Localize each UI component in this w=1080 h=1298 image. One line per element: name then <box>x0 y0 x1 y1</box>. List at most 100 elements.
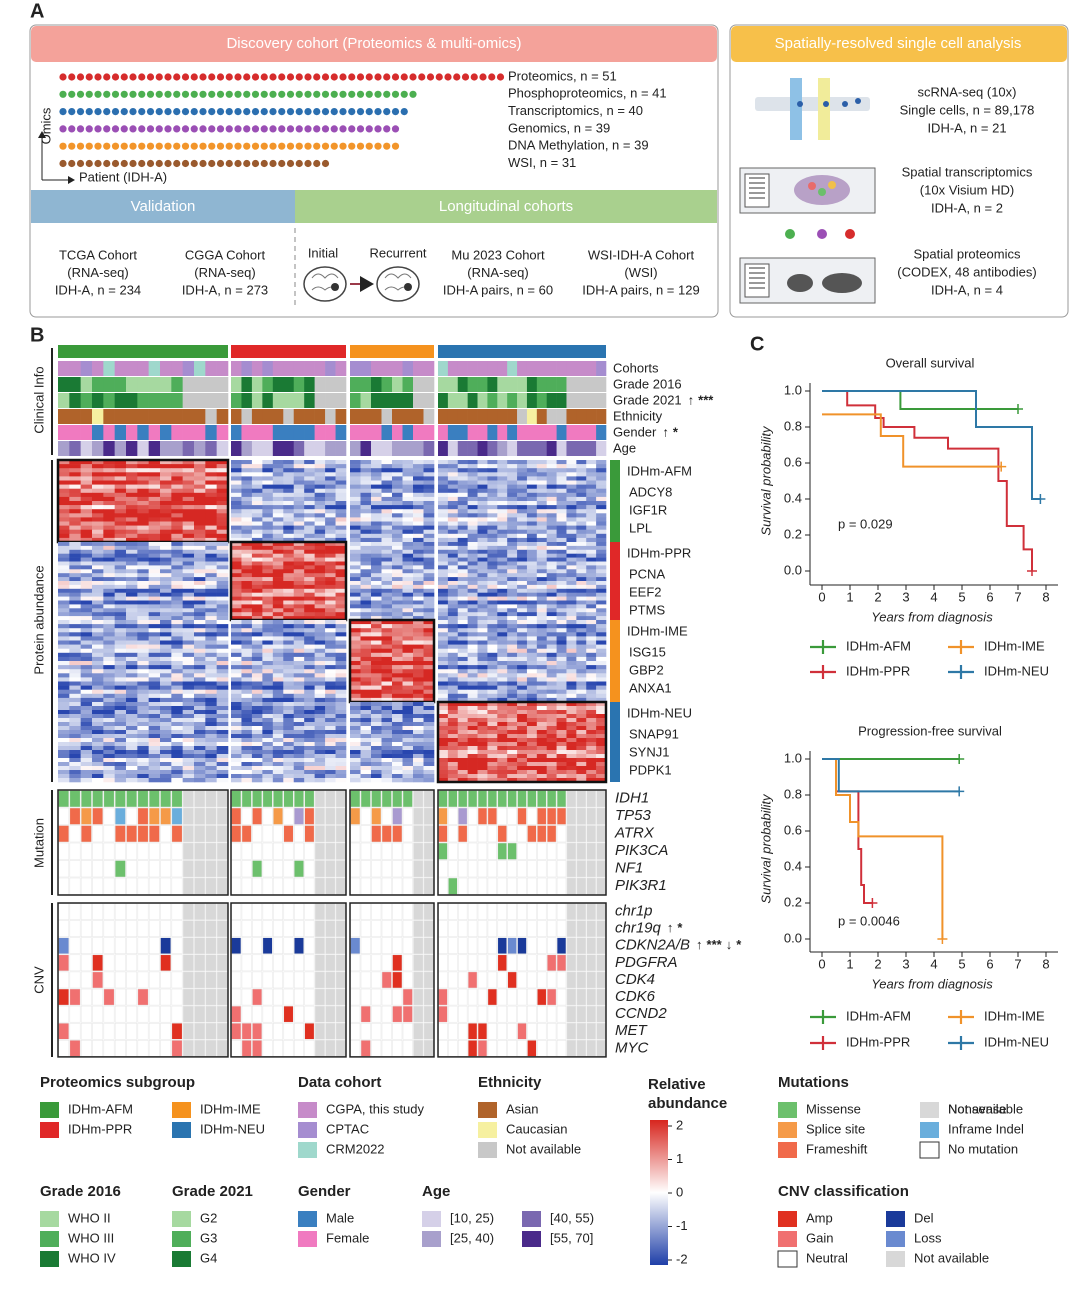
clinical-cell <box>103 409 115 424</box>
heatmap-cell <box>241 549 253 554</box>
heatmap-cell <box>335 730 347 735</box>
heatmap-cell <box>325 689 336 695</box>
clinical-cell <box>171 377 183 392</box>
heatmap-cell <box>251 545 263 551</box>
heatmap-cell <box>360 525 372 530</box>
heatmap-cell <box>182 521 195 526</box>
heatmap-cell <box>262 640 274 645</box>
heatmap-cell <box>262 656 274 662</box>
heatmap-cell <box>517 501 528 506</box>
heatmap-cell <box>171 468 183 473</box>
heatmap-cell <box>262 754 274 759</box>
heatmap-cell <box>576 722 587 727</box>
omics-dot <box>260 125 268 133</box>
heatmap-cell <box>413 648 424 654</box>
heatmap-cell <box>293 553 305 558</box>
heatmap-cell <box>182 746 195 751</box>
heatmap-cell <box>447 640 459 645</box>
mutation-cell <box>477 860 488 878</box>
heatmap-cell <box>272 488 284 494</box>
heatmap-cell <box>586 778 597 783</box>
heatmap-cell <box>182 738 195 743</box>
heatmap-cell <box>103 673 115 678</box>
heatmap-cell <box>392 673 403 678</box>
heatmap-cell <box>272 501 284 506</box>
heatmap-cell <box>205 640 217 645</box>
heatmap-cell <box>392 533 403 539</box>
heatmap-cell <box>457 600 468 605</box>
mutation-cell <box>325 825 336 843</box>
heatmap-cell <box>526 685 538 690</box>
heatmap-cell <box>251 616 263 621</box>
heatmap-cell <box>438 648 449 654</box>
heatmap-cell <box>360 529 372 535</box>
heatmap-cell <box>586 460 597 465</box>
clinical-cell <box>160 409 172 424</box>
heatmap-cell <box>205 604 217 609</box>
heatmap-cell <box>251 561 263 566</box>
heatmap-cell <box>467 533 478 539</box>
heatmap-cell <box>304 505 315 510</box>
heatmap-cell <box>457 730 468 735</box>
clinical-cell <box>194 409 206 424</box>
heatmap-cell <box>335 581 347 586</box>
heatmap-cell <box>546 509 557 514</box>
heatmap-cell <box>413 505 424 510</box>
heatmap-cell <box>517 722 528 727</box>
heatmap-cell <box>392 640 403 645</box>
heatmap-cell <box>536 730 548 735</box>
heatmap-cell <box>477 604 488 609</box>
heatmap-cell <box>241 537 253 543</box>
heatmap-cell <box>413 584 424 590</box>
heatmap-cell <box>304 746 315 751</box>
heatmap-cell <box>402 542 414 547</box>
mutation-cell <box>487 825 498 843</box>
heatmap-cell <box>467 726 478 731</box>
heatmap-cell <box>182 702 195 707</box>
heatmap-cell <box>350 734 361 739</box>
heatmap-cell <box>596 542 607 547</box>
heatmap-cell <box>477 742 488 747</box>
heatmap-cell <box>114 714 127 719</box>
heatmap-cell <box>526 681 538 686</box>
heatmap-cell <box>423 718 435 723</box>
omics-dot <box>129 125 137 133</box>
heatmap-cell <box>58 628 70 633</box>
heatmap-cell <box>477 620 488 625</box>
heatmap-cell <box>126 754 138 759</box>
heatmap-cell <box>392 774 403 779</box>
heatmap-cell <box>335 620 347 625</box>
heatmap-cell <box>556 677 567 682</box>
heatmap-cell <box>114 488 127 494</box>
mutation-cell <box>80 790 92 808</box>
clinical-cell <box>325 409 336 424</box>
heatmap-cell <box>241 501 253 506</box>
heatmap-cell <box>447 665 459 670</box>
heatmap-cell <box>423 648 435 654</box>
heatmap-cell <box>413 750 424 755</box>
heatmap-cell <box>241 636 253 641</box>
heatmap-cell <box>536 778 548 783</box>
clinical-cell <box>205 361 217 376</box>
heatmap-cell <box>487 697 498 703</box>
heatmap-cell <box>314 636 326 641</box>
heatmap-cell <box>80 722 93 727</box>
heatmap-cell <box>596 460 607 465</box>
omics-dot <box>278 108 286 116</box>
heatmap-cell <box>80 742 93 747</box>
heatmap-cell <box>114 537 127 543</box>
heatmap-cell <box>314 648 326 654</box>
heatmap-cell <box>536 726 548 731</box>
heatmap-cell <box>231 596 242 601</box>
heatmap-cell <box>205 661 217 666</box>
significance: ↑ <box>662 424 669 439</box>
heatmap-cell <box>350 693 361 699</box>
heatmap-cell <box>194 549 206 554</box>
heatmap-cell <box>335 746 347 751</box>
heatmap-cell <box>92 484 104 489</box>
heatmap-cell <box>556 584 567 590</box>
heatmap-cell <box>126 573 138 578</box>
heatmap-cell <box>283 665 295 670</box>
heatmap-cell <box>314 714 326 719</box>
heatmap-cell <box>293 722 305 727</box>
